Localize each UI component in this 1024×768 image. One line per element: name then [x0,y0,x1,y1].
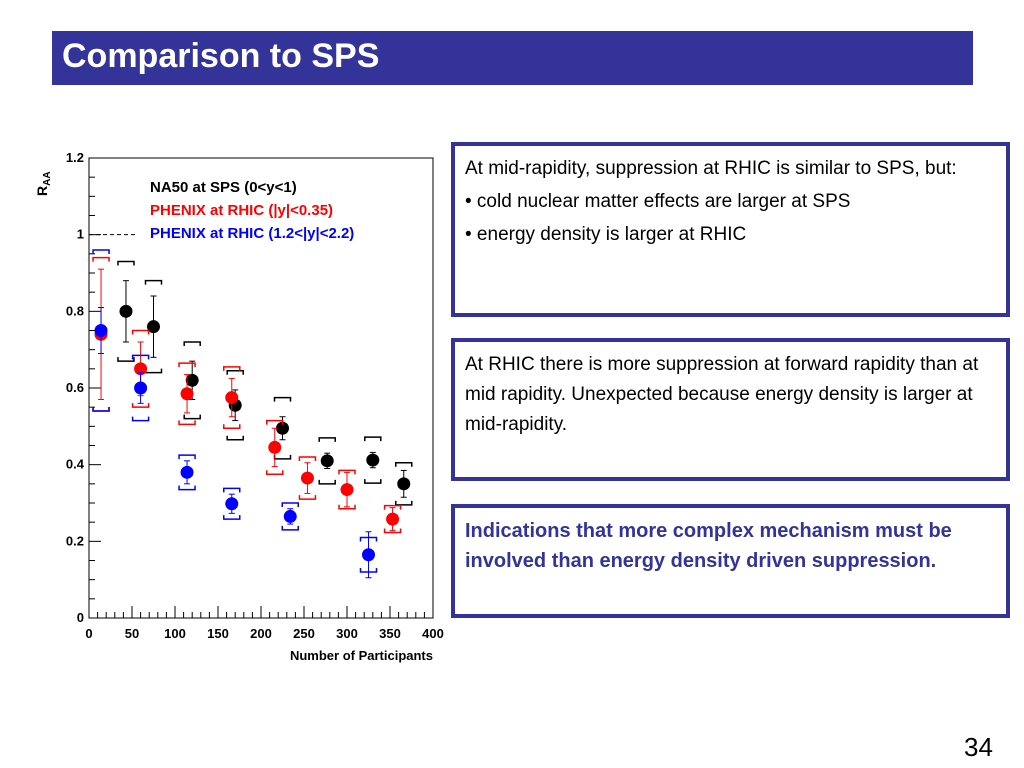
data-point [362,548,375,562]
sys-bracket-top [364,436,382,442]
sys-bracket-bottom [338,504,356,510]
y-axis-label: RAA [34,171,53,196]
x-tick-label: 400 [422,626,444,641]
data-marks [92,249,413,579]
y-tick-label: 0.2 [66,533,84,548]
legend-entry: PHENIX at RHIC (|y|<0.35) [150,202,333,219]
sys-bracket-top [338,469,356,475]
sys-bracket-bottom [281,525,299,531]
y-tick-label: 0.6 [66,380,84,395]
x-tick-label: 300 [336,626,358,641]
sys-bracket-top [266,419,284,425]
data-point [276,421,289,435]
box3-text: Indications that more complex mechanism … [465,520,952,572]
box1-intro: At mid-rapidity, suppression at RHIC is … [465,158,957,179]
y-tick-label: 0.8 [66,303,84,318]
sys-bracket-top [281,502,299,507]
text-box-forward: At RHIC there is more suppression at for… [451,338,1010,481]
sys-bracket-top [178,362,196,368]
sys-bracket-top [298,456,317,461]
x-tick-label: 350 [379,626,401,641]
data-point [225,497,239,511]
sys-bracket-top [226,370,244,375]
sys-bracket-bottom [223,515,241,520]
sys-bracket-bottom [144,368,163,374]
raa-chart: 0 50 100 150 200 250 300 350 400 0 0.2 0.4 0.6 0.8 1 1.… [34,150,444,663]
x-tick-label: 250 [293,626,315,641]
sys-bracket-top [92,249,110,254]
text-box-midrapidity: At mid-rapidity, suppression at RHIC is … [451,142,1010,317]
axes: 0 50 100 150 200 250 300 350 400 0 0.2 0.4 0.6 0.8 1 1.… [34,150,444,663]
x-tick-label: 200 [250,626,272,641]
sys-bracket-bottom [178,420,196,426]
y-tick-label: 1 [77,227,84,242]
sys-bracket-top [131,354,150,360]
sys-bracket-bottom [383,528,402,534]
sys-bracket-top [223,366,241,371]
sys-bracket-bottom [273,454,292,460]
sys-bracket-bottom [131,416,150,422]
sys-bracket-bottom [183,414,201,420]
sys-bracket-top [395,462,413,467]
sys-bracket-bottom [364,479,382,484]
y-tick-label: 0 [77,610,84,625]
sys-bracket-top [92,256,110,262]
x-tick-label: 50 [125,626,139,641]
sys-bracket-top [183,341,201,346]
sys-bracket-top [131,329,150,335]
sys-bracket-bottom [92,407,110,412]
data-point [366,453,380,467]
data-point [147,320,160,334]
data-point [225,391,239,405]
sys-bracket-bottom [226,435,244,441]
x-tick-label: 150 [207,626,229,641]
sys-bracket-bottom [298,495,317,500]
data-point [386,512,400,526]
y-tick-label: 1.2 [66,150,84,165]
data-point [119,304,133,318]
legend: NA50 at SPS (0<y<1) PHENIX at RHIC (|y|<0… [150,179,354,242]
y-tick-label: 0.4 [66,457,85,472]
box1-bullet-2: • energy density is larger at RHIC [465,224,747,245]
x-tick-label: 0 [85,626,92,641]
x-tick-label: 100 [164,626,186,641]
data-point [320,454,334,468]
data-point [180,387,194,401]
sys-bracket-bottom [117,357,135,362]
sys-bracket-top [318,437,336,442]
x-axis-label: Number of Participants [290,648,433,663]
sys-bracket-top [144,279,163,285]
sys-bracket-top [383,504,402,510]
sys-bracket-top [223,487,241,493]
sys-bracket-bottom [178,485,196,491]
sys-bracket-bottom [395,500,413,506]
sys-bracket-bottom [131,403,150,408]
box1-bullet-1: • cold nuclear matter effects are larger… [465,191,851,212]
sys-bracket-top [117,260,135,266]
data-point [283,509,297,523]
data-point [180,465,194,479]
data-point [185,373,199,387]
data-point [397,477,411,491]
legend-entry: NA50 at SPS (0<y<1) [150,179,297,196]
data-point [340,483,354,497]
sys-bracket-bottom [318,479,336,485]
sys-bracket-bottom [266,470,284,475]
box2-text: At RHIC there is more suppression at for… [465,354,979,435]
data-point [300,471,314,485]
title-bar: Comparison to SPS [52,31,973,85]
legend-entry: PHENIX at RHIC (1.2<|y|<2.2) [150,225,354,242]
text-box-conclusion: Indications that more complex mechanism … [451,504,1010,618]
data-point [94,324,108,337]
sys-bracket-top [273,396,292,402]
data-point [134,381,148,395]
sys-bracket-top [178,454,196,460]
page-number: 34 [964,732,993,762]
slide-title: Comparison to SPS [62,37,380,75]
data-point [268,440,282,454]
data-point [134,362,148,376]
sys-bracket-bottom [223,424,241,429]
